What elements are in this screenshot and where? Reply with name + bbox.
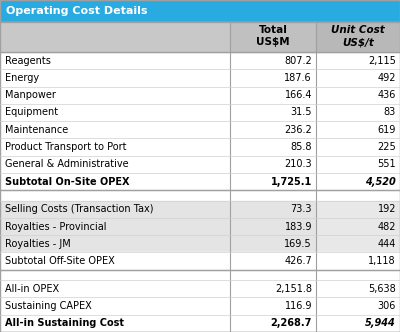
Bar (230, 235, 316, 253)
Bar (316, 235, 400, 253)
Text: 169.5: 169.5 (284, 239, 312, 249)
Text: 225: 225 (377, 142, 396, 152)
Text: 31.5: 31.5 (290, 108, 312, 118)
Text: Operating Cost Details: Operating Cost Details (6, 6, 148, 16)
Text: 2,268.7: 2,268.7 (271, 318, 312, 328)
Text: 807.2: 807.2 (284, 56, 312, 66)
Text: 192: 192 (378, 204, 396, 214)
Bar (230, 22, 316, 52)
Text: 1,118: 1,118 (368, 256, 396, 266)
Text: 306: 306 (378, 301, 396, 311)
Text: Selling Costs (Transaction Tax): Selling Costs (Transaction Tax) (5, 204, 154, 214)
Text: Reagents: Reagents (5, 56, 51, 66)
Text: 236.2: 236.2 (284, 125, 312, 135)
Bar (316, 22, 400, 52)
Text: 187.6: 187.6 (284, 73, 312, 83)
Text: Maintenance: Maintenance (5, 125, 68, 135)
Text: 444: 444 (378, 239, 396, 249)
Text: 551: 551 (377, 159, 396, 169)
Bar (0, 52, 400, 69)
Text: Unit Cost
US$/t: Unit Cost US$/t (331, 25, 385, 47)
Text: 4,520: 4,520 (365, 177, 396, 187)
Text: Manpower: Manpower (5, 90, 56, 100)
Bar (0, 280, 400, 297)
Bar (230, 201, 316, 218)
Bar (0, 0, 400, 22)
Bar (0, 156, 400, 173)
Bar (0, 173, 400, 190)
Text: 166.4: 166.4 (284, 90, 312, 100)
Bar (0, 22, 230, 52)
Text: 210.3: 210.3 (284, 159, 312, 169)
Bar (316, 218, 400, 235)
Text: General & Administrative: General & Administrative (5, 159, 129, 169)
Text: 2,151.8: 2,151.8 (275, 284, 312, 294)
Text: 5,944: 5,944 (365, 318, 396, 328)
Text: Energy: Energy (5, 73, 39, 83)
Text: Sustaining CAPEX: Sustaining CAPEX (5, 301, 92, 311)
Bar (316, 201, 400, 218)
Text: Subtotal Off-Site OPEX: Subtotal Off-Site OPEX (5, 256, 115, 266)
Text: 5,638: 5,638 (368, 284, 396, 294)
Text: 1,725.1: 1,725.1 (271, 177, 312, 187)
Bar (0, 218, 230, 235)
Bar (0, 87, 400, 104)
Bar (0, 138, 400, 156)
Text: Subtotal On-Site OPEX: Subtotal On-Site OPEX (5, 177, 130, 187)
Bar (0, 69, 400, 87)
Text: 116.9: 116.9 (284, 301, 312, 311)
Text: 426.7: 426.7 (284, 256, 312, 266)
Text: Total
US$M: Total US$M (256, 25, 290, 47)
Bar (0, 315, 400, 332)
Bar (230, 218, 316, 235)
Bar (0, 253, 400, 270)
Bar (0, 121, 400, 138)
Text: Royalties - JM: Royalties - JM (5, 239, 71, 249)
Bar (0, 104, 400, 121)
Text: 619: 619 (378, 125, 396, 135)
Text: 183.9: 183.9 (284, 221, 312, 231)
Text: 492: 492 (378, 73, 396, 83)
Text: 85.8: 85.8 (290, 142, 312, 152)
Bar (0, 235, 230, 253)
Text: Equipment: Equipment (5, 108, 58, 118)
Bar (0, 201, 230, 218)
Text: 2,115: 2,115 (368, 56, 396, 66)
Bar (0, 190, 400, 201)
Text: 482: 482 (378, 221, 396, 231)
Text: 436: 436 (378, 90, 396, 100)
Text: 83: 83 (384, 108, 396, 118)
Text: All-in OPEX: All-in OPEX (5, 284, 59, 294)
Bar (0, 297, 400, 315)
Text: Product Transport to Port: Product Transport to Port (5, 142, 126, 152)
Bar (0, 270, 400, 280)
Text: Royalties - Provincial: Royalties - Provincial (5, 221, 106, 231)
Text: 73.3: 73.3 (290, 204, 312, 214)
Text: All-in Sustaining Cost: All-in Sustaining Cost (5, 318, 124, 328)
